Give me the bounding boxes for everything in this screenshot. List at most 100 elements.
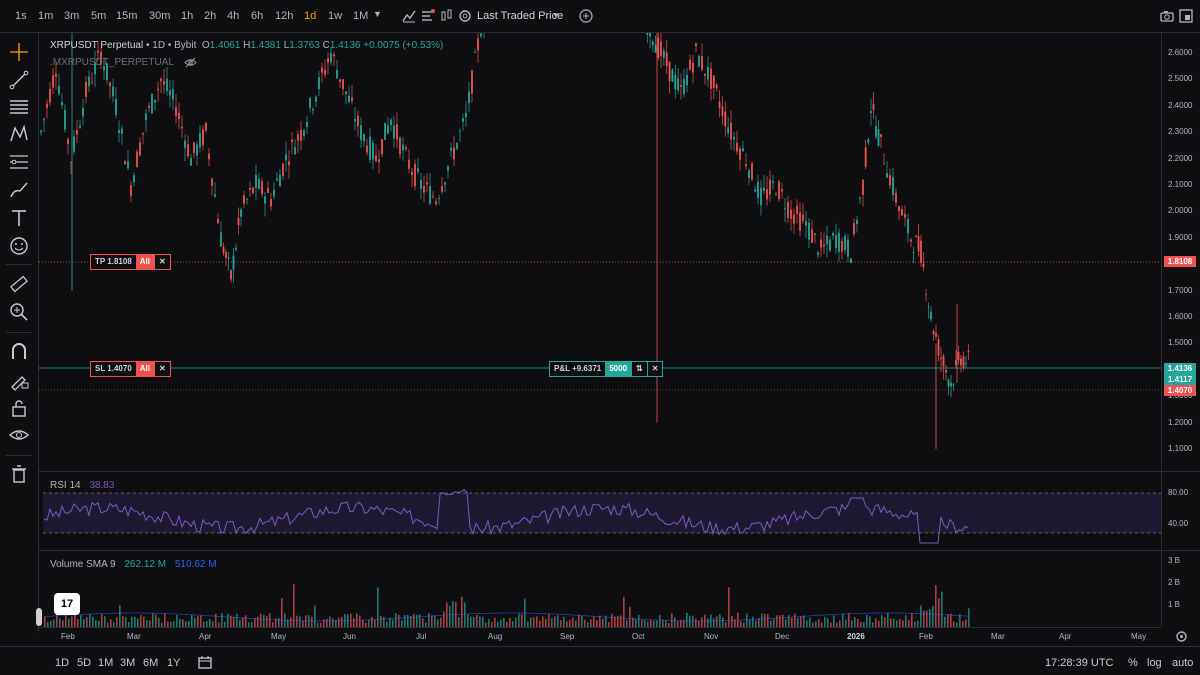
volume-bar (77, 618, 79, 627)
lock-icon[interactable] (8, 397, 30, 419)
hide-eye-icon[interactable] (184, 57, 198, 68)
volume-bar (848, 613, 850, 627)
candles-icon[interactable] (440, 9, 454, 23)
add-plus-icon[interactable] (579, 9, 593, 23)
tradingview-logo[interactable]: 17 (54, 593, 80, 615)
price-axis[interactable]: 2.6000 2.5000 2.4000 2.3000 2.2000 2.1000 2.00… (1161, 33, 1200, 627)
timeframe-2h[interactable]: 2h (204, 10, 217, 22)
volume-bar (845, 619, 847, 627)
timeframe-3m[interactable]: 3m (64, 10, 80, 22)
range-3M[interactable]: 3M (120, 657, 136, 669)
indicators-chart-icon[interactable] (402, 9, 416, 23)
timeframe-12h[interactable]: 12h (275, 10, 294, 22)
candle-body (88, 76, 90, 87)
price-tick: 2.1000 (1168, 180, 1193, 189)
horizontal-lines-icon[interactable] (8, 96, 30, 118)
time-tick: May (1131, 632, 1147, 641)
rsi-title[interactable]: RSI 14 (50, 480, 81, 491)
camera-icon[interactable] (1160, 9, 1174, 23)
reverse-icon[interactable]: ⇅ (631, 362, 647, 376)
clock[interactable]: 17:28:39 UTC (1045, 657, 1114, 669)
volume-bar (614, 616, 616, 627)
pnl-position-label[interactable]: P&L +9.6371 5000 ⇅ ✕ (549, 361, 664, 377)
price-source-select[interactable]: Last Traded Price (477, 10, 564, 22)
range-1D[interactable]: 1D (55, 657, 70, 669)
timeframe-5m[interactable]: 5m (91, 10, 107, 22)
time-tick: 2026 (847, 632, 865, 641)
crosshair-icon[interactable] (8, 41, 30, 63)
calendar-icon[interactable] (198, 655, 213, 669)
volume-bar (824, 616, 826, 627)
volume-bar (311, 616, 313, 627)
eye-icon[interactable] (8, 424, 30, 446)
volume-bar (545, 618, 547, 627)
log-toggle[interactable]: log (1147, 657, 1162, 669)
volume-title[interactable]: Volume SMA 9 (50, 559, 116, 570)
text-icon[interactable] (8, 207, 30, 229)
range-1M[interactable]: 1M (98, 657, 114, 669)
range-1Y[interactable]: 1Y (167, 657, 181, 669)
timeframe-6h[interactable]: 6h (251, 10, 264, 22)
tp-order-label[interactable]: TP 1.8108 All ✕ (90, 254, 171, 270)
axis-settings-gear-icon[interactable] (1175, 630, 1188, 643)
timeframe-1d[interactable]: 1d (304, 10, 317, 22)
range-6M[interactable]: 6M (143, 657, 159, 669)
price-chart[interactable] (39, 33, 1161, 627)
chevron-down-icon[interactable]: ▼ (552, 11, 560, 20)
candle-body (285, 154, 287, 161)
chevron-down-icon[interactable]: ▼ (373, 9, 382, 19)
timeframe-1w[interactable]: 1w (328, 10, 343, 22)
candle-body (369, 136, 371, 160)
close-icon[interactable]: ✕ (646, 362, 663, 376)
percent-toggle[interactable]: % (1128, 657, 1138, 669)
timeframe-4h[interactable]: 4h (227, 10, 240, 22)
trash-icon[interactable] (8, 463, 30, 485)
fullscreen-icon[interactable] (1179, 9, 1193, 23)
candle-body (847, 239, 849, 257)
time-tick: Apr (199, 632, 212, 641)
low-value: 1.3763 (289, 40, 320, 51)
auto-toggle[interactable]: auto (1172, 657, 1194, 669)
ruler-icon[interactable] (8, 273, 30, 295)
sl-scope[interactable]: All (135, 362, 155, 376)
settings-gear-icon[interactable] (458, 9, 472, 23)
candle-body (249, 187, 251, 190)
symbol-name[interactable]: XRPUSDT Perpetual (50, 40, 144, 51)
candle-body (811, 229, 813, 243)
volume-bar (533, 617, 535, 627)
timeframe-15m[interactable]: 15m (116, 10, 138, 22)
templates-icon[interactable] (421, 9, 435, 23)
timeframe-1s[interactable]: 1s (15, 10, 27, 22)
emoji-icon[interactable] (8, 235, 30, 257)
candle-body (802, 214, 804, 221)
zoom-in-icon[interactable] (8, 301, 30, 323)
lock-drawing-icon[interactable] (8, 369, 30, 391)
timeframe-30m[interactable]: 30m (149, 10, 171, 22)
volume-bar (377, 587, 379, 627)
price-tick: 1.6000 (1168, 312, 1193, 321)
volume-bar (575, 620, 577, 627)
volume-bar (431, 615, 433, 627)
range-5D[interactable]: 5D (77, 657, 92, 669)
sl-order-label[interactable]: SL 1.4070 All ✕ (90, 361, 171, 377)
time-axis[interactable]: Feb Mar Apr May Jun Jul Aug Sep Oct Nov Dec 2026 Feb… (39, 627, 1161, 646)
overlay-symbol[interactable]: .MXRPUSDT_PERPETUAL (50, 57, 174, 69)
timeframe-1M[interactable]: 1M (353, 10, 369, 22)
timeframe-1m[interactable]: 1m (38, 10, 54, 22)
timeframe-1h[interactable]: 1h (181, 10, 194, 22)
exchange-label: Bybit (174, 40, 197, 51)
brush-icon[interactable] (8, 179, 30, 201)
volume-bar (554, 616, 556, 627)
magnet-icon[interactable] (8, 341, 30, 363)
volume-bar (872, 622, 874, 627)
close-icon[interactable]: ✕ (154, 362, 170, 376)
volume-bar (869, 616, 871, 627)
scroll-handle[interactable] (36, 608, 42, 626)
tp-scope[interactable]: All (135, 255, 155, 269)
close-icon[interactable]: ✕ (154, 255, 170, 269)
trend-line-icon[interactable] (8, 69, 30, 91)
fib-icon[interactable] (8, 151, 30, 173)
pattern-icon[interactable] (8, 123, 30, 145)
volume-bar (374, 619, 376, 627)
toolbar-divider (6, 455, 32, 456)
